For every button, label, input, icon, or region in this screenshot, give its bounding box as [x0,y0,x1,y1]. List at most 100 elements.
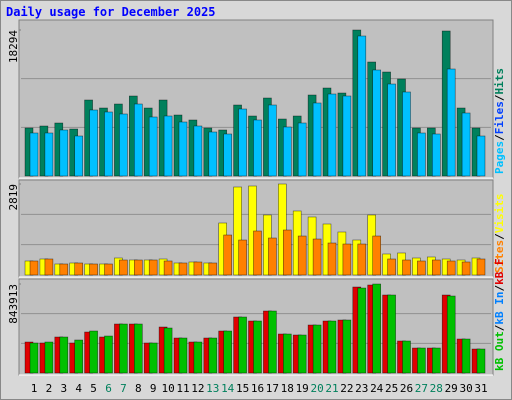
x-tick-label: 27 [415,382,428,395]
legend-entry: Hits [493,68,506,95]
bar [163,260,173,276]
x-tick-label: 28 [430,382,443,395]
bar [134,323,143,374]
x-tick-label: 5 [90,382,97,395]
bar [342,319,352,374]
bar [134,259,143,276]
legend-entry: Files [493,101,506,134]
bar [119,259,128,276]
bar [74,262,83,276]
bar [233,186,242,276]
bar [387,294,396,374]
x-tick-label: 22 [340,382,353,395]
bar [476,348,486,374]
bar [119,323,128,374]
bar [59,336,69,374]
x-tick-label: 15 [236,382,249,395]
bar [327,93,337,177]
bar [446,260,456,276]
bar [461,261,471,276]
bar [208,337,218,374]
bar [357,243,367,276]
bar [417,132,426,177]
x-tick-label: 11 [176,382,189,395]
bar [89,263,98,276]
legend-entry: Sites [493,240,506,273]
bar [193,261,203,276]
bar [268,104,277,177]
bar [357,35,367,177]
bar [193,341,203,374]
bar [104,111,113,177]
bar [282,126,292,177]
legend-separator: / [493,324,506,331]
bar [89,330,98,374]
bar [387,83,396,177]
bar [178,262,188,276]
x-tick-label: 25 [385,382,398,395]
bar [223,133,232,177]
bar [29,342,39,374]
legend: Sites/Visits [493,194,506,274]
bar [402,259,411,276]
x-tick-label: 4 [75,382,82,395]
bar [178,121,188,177]
bar [417,260,426,276]
x-tick-label: 6 [105,382,112,395]
x-tick-label: 17 [266,382,279,395]
bar [372,69,382,177]
x-tick-label: 24 [370,382,384,395]
x-tick-label: 12 [191,382,204,395]
bar [268,237,277,276]
chart-title: Daily usage for December 2025 [6,5,216,19]
bar [446,295,456,374]
x-tick-label: 14 [221,382,235,395]
bar [119,113,128,177]
bar [238,108,247,177]
bar [342,243,352,276]
x-tick-label: 2 [46,382,53,395]
x-tick-label: 8 [135,382,142,395]
y-tick-label: 2819 [7,184,20,211]
bar [268,310,277,374]
bar [89,109,98,177]
bar [253,119,262,177]
bar [163,115,173,177]
x-tick-label: 23 [355,382,368,395]
y-tick-label: 843913 [7,284,20,324]
bar [29,132,39,177]
bar [402,91,411,177]
bar [476,135,486,177]
bar [417,347,426,374]
legend-entry: Pages [493,141,506,174]
x-tick-label: 3 [60,382,67,395]
bar [59,263,69,276]
x-tick-label: 1 [31,382,38,395]
bar [327,320,337,374]
x-tick-label: 13 [206,382,219,395]
legend-separator: / [493,233,506,240]
x-tick-label: 9 [150,382,157,395]
bar [431,347,441,374]
legend-entry: kB Out [493,331,506,371]
bar [431,259,441,276]
bar [223,234,232,276]
x-tick-label: 26 [400,382,413,395]
bar [446,68,456,177]
bar [59,129,69,177]
bar [476,258,486,276]
bar [297,334,307,374]
x-tick-label: 30 [459,382,472,395]
bar [29,260,39,276]
bar [312,238,322,276]
legend-separator: / [493,134,506,141]
bar [238,239,247,276]
bar [342,95,352,177]
bar [74,339,83,374]
bar [253,230,262,276]
x-tick-label: 20 [310,382,323,395]
x-tick-label: 31 [474,382,487,395]
x-tick-label: 16 [251,382,264,395]
x-tick-label: 7 [120,382,127,395]
